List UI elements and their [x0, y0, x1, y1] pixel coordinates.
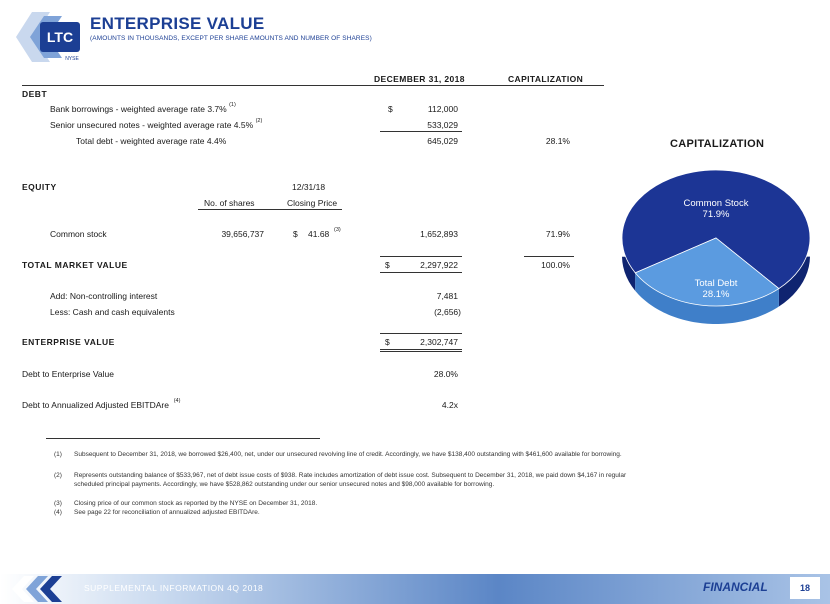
- ev-bottom-rule-1: [380, 349, 462, 350]
- shares-value: 39,656,737: [221, 229, 264, 239]
- page-subtitle: (AMOUNTS IN THOUSANDS, EXCEPT PER SHARE …: [90, 35, 372, 42]
- logo-sub: NYSE: [65, 56, 79, 62]
- pie-pct-common-stock: 71.9%: [703, 209, 730, 220]
- price-col-header: Closing Price: [287, 198, 338, 208]
- debt-heading: DEBT: [22, 89, 48, 99]
- ev-dollar: $: [385, 337, 390, 347]
- ev-value: 2,302,747: [420, 337, 458, 347]
- debt-ev-value: 28.0%: [433, 369, 458, 379]
- bank-borrowings-label: Bank borrowings - weighted average rate …: [50, 102, 236, 114]
- total-debt-value: 645,029: [427, 136, 458, 146]
- pie-pct-total-debt: 28.1%: [703, 289, 730, 300]
- pie-slice-common-stock: [621, 169, 811, 290]
- bank-dollar: $: [388, 104, 393, 114]
- footer-bar: SUPPLEMENTAL INFORMATION 4Q 2018 FINANCI…: [0, 574, 830, 604]
- cash-label: Less: Cash and cash equivalents: [50, 307, 175, 317]
- debt-ebitda-value: 4.2x: [441, 400, 458, 410]
- ev-top-rule: [380, 333, 462, 334]
- common-value: 1,652,893: [420, 229, 458, 239]
- cash-value: (2,656): [434, 307, 461, 317]
- debt-ev-label: Debt to Enterprise Value: [22, 369, 114, 379]
- equity-date-col: 12/31/18: [292, 182, 326, 192]
- ev-bottom-rule-2: [380, 351, 462, 352]
- pie-slice-total-debt: [634, 237, 780, 307]
- nci-value: 7,481: [436, 291, 458, 301]
- pie-label-total-debt: Total Debt: [695, 278, 738, 289]
- tmv-bottom-rule: [380, 272, 462, 273]
- common-stock-label: Common stock: [50, 229, 107, 239]
- column-header-capitalization: CAPITALIZATION: [508, 74, 584, 84]
- footnote-rule: [46, 438, 320, 439]
- pie-label-common-stock: Common Stock: [684, 198, 749, 209]
- tmv-dollar: $: [385, 260, 390, 270]
- column-header-date: DECEMBER 31, 2018: [374, 74, 465, 84]
- shares-col-header: No. of shares: [204, 198, 255, 208]
- tmv-label: TOTAL MARKET VALUE: [22, 260, 128, 270]
- logo-text: LTC: [47, 29, 73, 45]
- footer-category: FINANCIAL: [703, 580, 768, 594]
- chevron-icon: [12, 576, 62, 602]
- equity-heading: EQUITY: [22, 182, 57, 192]
- tmv-pct: 100.0%: [541, 260, 570, 270]
- equity-col-rule: [198, 209, 342, 210]
- closing-price: 41.68 (3): [308, 227, 341, 239]
- price-dollar: $: [293, 229, 298, 239]
- page-number: 18: [790, 577, 820, 599]
- page-title: ENTERPRISE VALUE: [90, 14, 265, 33]
- footer-section-label: SUPPLEMENTAL INFORMATION 4Q 2018: [84, 583, 264, 593]
- total-debt-pct: 28.1%: [545, 136, 570, 146]
- ev-label: ENTERPRISE VALUE: [22, 337, 115, 347]
- nci-label: Add: Non-controlling interest: [50, 291, 158, 301]
- tmv-value: 2,297,922: [420, 260, 458, 270]
- common-pct: 71.9%: [545, 229, 570, 239]
- total-debt-label: Total debt - weighted average rate 4.4%: [76, 136, 227, 146]
- senior-value: 533,029: [427, 120, 458, 130]
- senior-notes-label: Senior unsecured notes - weighted averag…: [50, 118, 263, 130]
- subtotal-rule: [380, 131, 462, 132]
- chart-title: CAPITALIZATION: [670, 138, 765, 150]
- pie-side-total-debt: [635, 272, 779, 324]
- debt-ebitda-label: Debt to Annualized Adjusted EBITDAre (4): [22, 398, 181, 410]
- tmv-top-rule: [380, 256, 462, 257]
- header-rule: [22, 85, 604, 86]
- tmv-pct-rule: [524, 256, 574, 257]
- bank-value: 112,000: [427, 104, 458, 114]
- ltc-logo: LTC NYSE: [16, 12, 80, 62]
